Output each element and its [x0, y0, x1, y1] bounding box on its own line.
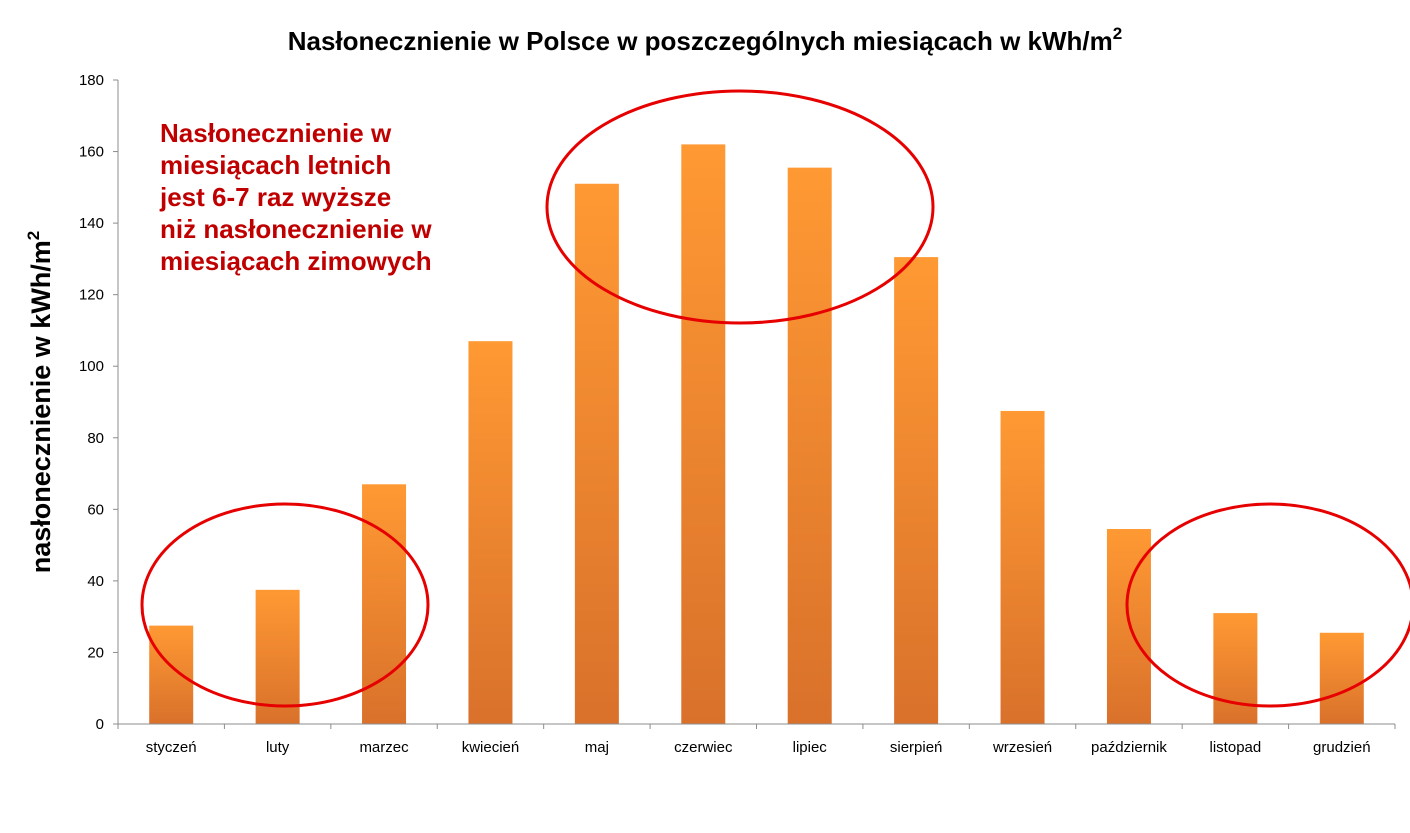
y-axis-ticks: 0 20 40 60 80 100 120 140 160 180	[79, 72, 118, 733]
bar-5	[681, 144, 726, 724]
chart-title-superscript: 2	[1113, 24, 1122, 43]
x-tick-label: luty	[266, 739, 290, 756]
bar-6	[787, 167, 832, 725]
y-tick-label: 60	[87, 501, 104, 518]
y-tick-label: 40	[87, 573, 104, 590]
bar-3	[468, 341, 513, 724]
x-tick-label: grudzień	[1313, 739, 1371, 756]
highlight-ellipse-late-winter	[1125, 502, 1410, 708]
y-tick-label: 100	[79, 358, 104, 375]
y-tick-label: 80	[87, 430, 104, 447]
x-tick-label: marzec	[359, 739, 409, 756]
y-tick-label: 20	[87, 644, 104, 661]
y-tick-label: 120	[79, 287, 104, 304]
annotation-text: Nasłonecznienie w miesiącach letnich jes…	[159, 118, 436, 276]
x-tick-label: sierpień	[890, 739, 943, 756]
bar-7	[894, 257, 939, 724]
y-axis-label-superscript: 2	[24, 231, 43, 240]
annotation-line-2: miesiącach letnich	[160, 150, 391, 180]
x-tick-label: wrzesień	[992, 739, 1052, 756]
x-tick-label: lipiec	[793, 739, 828, 756]
y-tick-label: 0	[96, 716, 104, 733]
x-tick-label: październik	[1091, 739, 1167, 756]
x-axis-ticks: styczeń luty marzec kwiecień maj czerwiec lipi…	[117, 724, 1396, 756]
highlight-ellipse-early-winter	[140, 502, 430, 708]
highlight-ellipse-summer	[545, 89, 935, 325]
x-tick-label: maj	[585, 739, 609, 756]
x-tick-label: czerwiec	[674, 739, 733, 756]
bar-10	[1213, 613, 1258, 724]
annotation-line-1: Nasłonecznienie w	[160, 118, 392, 148]
x-tick-label: styczeń	[146, 739, 197, 756]
bars-group	[149, 144, 1364, 725]
y-tick-label: 140	[79, 215, 104, 232]
bar-8	[1000, 410, 1045, 724]
x-tick-label: listopad	[1210, 739, 1262, 756]
bar-0	[149, 625, 194, 724]
annotation-line-5: miesiącach zimowych	[160, 246, 432, 276]
y-tick-label: 180	[79, 72, 104, 89]
x-tick-label: kwiecień	[462, 739, 520, 756]
annotation-line-3: jest 6-7 raz wyższe	[159, 182, 391, 212]
bar-1	[255, 589, 300, 724]
chart-title: Nasłonecznienie w Polsce w poszczególnyc…	[288, 24, 1123, 56]
annotation-line-4: niż nasłonecznienie w	[160, 214, 432, 244]
bar-11	[1319, 632, 1364, 724]
bar-4	[574, 183, 619, 724]
y-tick-label: 160	[79, 144, 104, 161]
y-axis-label: nasłonecznienie w kWh/m2	[24, 231, 56, 574]
